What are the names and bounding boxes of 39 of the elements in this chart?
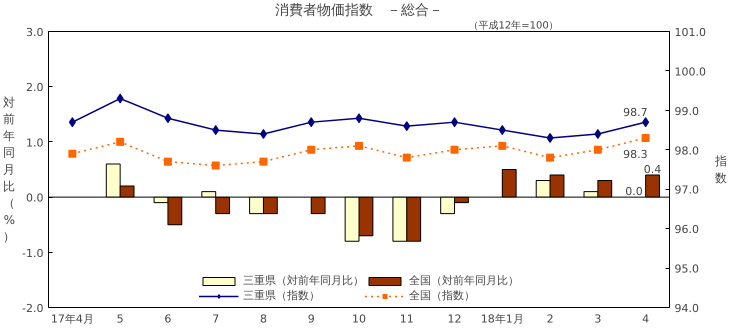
y2-tick-label: 94.0 [674,302,699,315]
y2-tick-label: 101.0 [674,26,706,39]
legend-label: 三重県（指数） [243,288,320,303]
x-tick-label: 4 [642,312,650,326]
y-tick-label: 1.0 [26,136,44,150]
legend-label: 三重県（対前年同月比） [243,273,364,288]
x-tick-label: 17年4月 [50,312,94,326]
y2-axis-title: 指数 [714,154,727,185]
x-tick-label: 6 [164,312,172,326]
data-label: 0.0 [625,185,643,198]
y2-tick-label: 96.0 [674,223,699,236]
data-label: 98.7 [623,106,648,120]
y-tick-label: -1.0 [22,246,44,260]
x-tick-label: 11 [400,312,414,326]
data-label: 98.3 [623,148,648,161]
y2-tick-label: 97.0 [674,184,699,197]
y2-tick-label: 100.0 [674,65,706,78]
x-tick-label: 9 [308,312,315,326]
x-tick-label: 10 [352,312,366,326]
text: 対前年同月比（%） [3,95,16,244]
chart-title: 消費者物価指数 －総合－ [275,2,443,18]
y-tick-label: 0.0 [26,192,44,205]
y-tick-label: -2.0 [22,302,44,315]
y2-tick-label: 95.0 [674,262,699,276]
y2-tick-label: 98.0 [674,144,699,158]
y2-tick-label: 99.0 [674,104,699,118]
chart-subtitle: （平成12年=100） [468,20,559,32]
legend-label: 全国（対前年同月比） [409,273,519,288]
x-tick-label: 5 [116,312,124,326]
x-tick-label: 2 [546,312,554,326]
x-tick-label: 18年1月 [480,312,524,326]
y-tick-label: 2.0 [26,81,44,94]
x-tick-label: 3 [594,312,602,326]
legend-label: 全国（指数） [409,288,475,303]
x-tick-label: 8 [260,312,267,326]
y-tick-label: 3.0 [26,26,44,39]
x-tick-label: 7 [212,312,220,326]
data-label: 0.4 [644,163,662,176]
x-tick-label: 12 [448,312,462,326]
